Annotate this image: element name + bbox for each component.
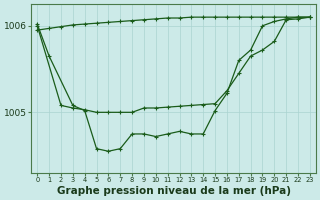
X-axis label: Graphe pression niveau de la mer (hPa): Graphe pression niveau de la mer (hPa) bbox=[57, 186, 291, 196]
